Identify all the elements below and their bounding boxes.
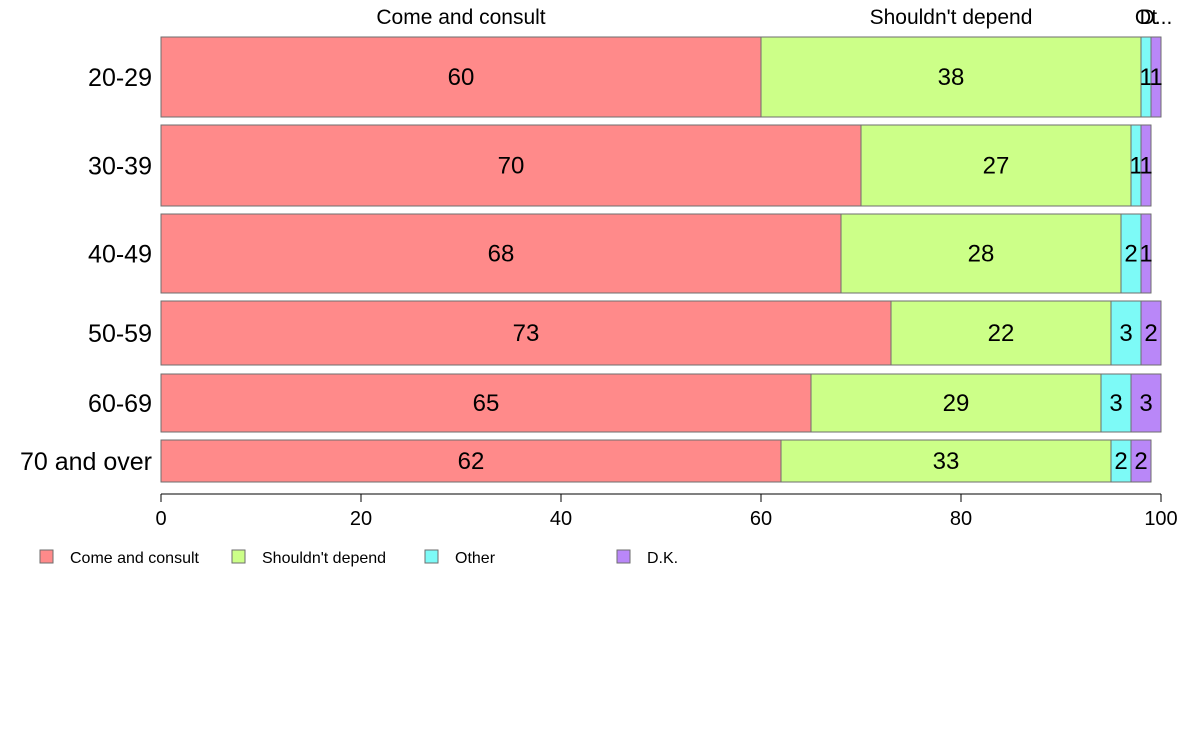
bar-segment <box>160 373 812 433</box>
bar-segment <box>1150 36 1162 118</box>
bar-segment <box>160 300 892 366</box>
x-tick-label: 0 <box>155 508 166 530</box>
data-label: 65 <box>473 390 500 417</box>
x-tick-label: 40 <box>550 508 572 530</box>
data-label: 68 <box>488 241 515 268</box>
data-label: 1 <box>1139 153 1152 180</box>
data-label: 3 <box>1109 390 1122 417</box>
legend: Come and consult Shouldn't depend Other D.K… <box>39 549 678 567</box>
x-tick-label: 20 <box>350 508 372 530</box>
bar-segment <box>160 124 862 207</box>
data-label: 1 <box>1129 153 1142 180</box>
data-label: 1 <box>1139 241 1152 268</box>
data-label: 73 <box>513 320 540 347</box>
data-label: 70 <box>498 153 525 180</box>
category-label: 70 and over <box>20 448 152 476</box>
bar-segment <box>810 373 1102 433</box>
bar-segment <box>1110 300 1142 366</box>
category-label: 20-29 <box>88 64 152 92</box>
data-label: 3 <box>1139 390 1152 417</box>
data-label: 2 <box>1144 320 1157 347</box>
legend-label: Come and consult <box>70 550 200 567</box>
category-label: 40-49 <box>88 241 152 269</box>
x-axis: 0 20 40 60 80 100 <box>155 493 1178 530</box>
category-label: 30-39 <box>88 153 152 181</box>
data-label: 2 <box>1134 448 1147 475</box>
bar-segment <box>1140 300 1162 366</box>
legend-swatch <box>39 549 54 564</box>
data-label: 60 <box>448 64 475 91</box>
data-label: 22 <box>988 320 1015 347</box>
data-label: 27 <box>983 153 1010 180</box>
bar-segment <box>1130 373 1162 433</box>
data-label: 38 <box>938 64 965 91</box>
bar-segment <box>1140 213 1152 294</box>
top-series-label: Come and consult <box>376 6 545 29</box>
data-label: 1 <box>1149 64 1162 91</box>
category-labels: 20-29 30-39 40-49 50-59 60-69 70 and over <box>20 64 152 476</box>
legend-label: Other <box>455 550 496 567</box>
x-tick-label: 100 <box>1144 508 1177 530</box>
bar-segment <box>1130 439 1152 483</box>
legend-label: D.K. <box>647 550 678 567</box>
top-series-label: Shouldn't depend <box>870 6 1033 29</box>
category-label: 60-69 <box>88 390 152 418</box>
bar-segment <box>890 300 1112 366</box>
bar-segment <box>840 213 1122 294</box>
bar-segment <box>160 213 842 294</box>
top-labels: Come and consult Shouldn't depend OtD... <box>376 6 1172 29</box>
bar-segment <box>860 124 1132 207</box>
data-label: 28 <box>968 241 995 268</box>
bar-segment <box>160 439 782 483</box>
data-label: 2 <box>1114 448 1127 475</box>
data-label: 33 <box>933 448 960 475</box>
bar-segment <box>1140 124 1152 207</box>
category-label: 50-59 <box>88 320 152 348</box>
top-series-label: Ot <box>1135 6 1157 29</box>
bar-segment <box>1100 373 1132 433</box>
bar-segment <box>760 36 1142 118</box>
data-label: 2 <box>1124 241 1137 268</box>
data-label: 3 <box>1119 320 1132 347</box>
legend-swatch <box>424 549 439 564</box>
legend-swatch <box>231 549 246 564</box>
legend-swatch <box>616 549 631 564</box>
data-label: 1 <box>1139 64 1152 91</box>
legend-label: Shouldn't depend <box>262 550 386 567</box>
data-label: 62 <box>458 448 485 475</box>
x-tick-label: 80 <box>950 508 972 530</box>
data-label: 29 <box>943 390 970 417</box>
x-tick-label: 60 <box>750 508 772 530</box>
top-series-label: D... <box>1140 6 1173 29</box>
